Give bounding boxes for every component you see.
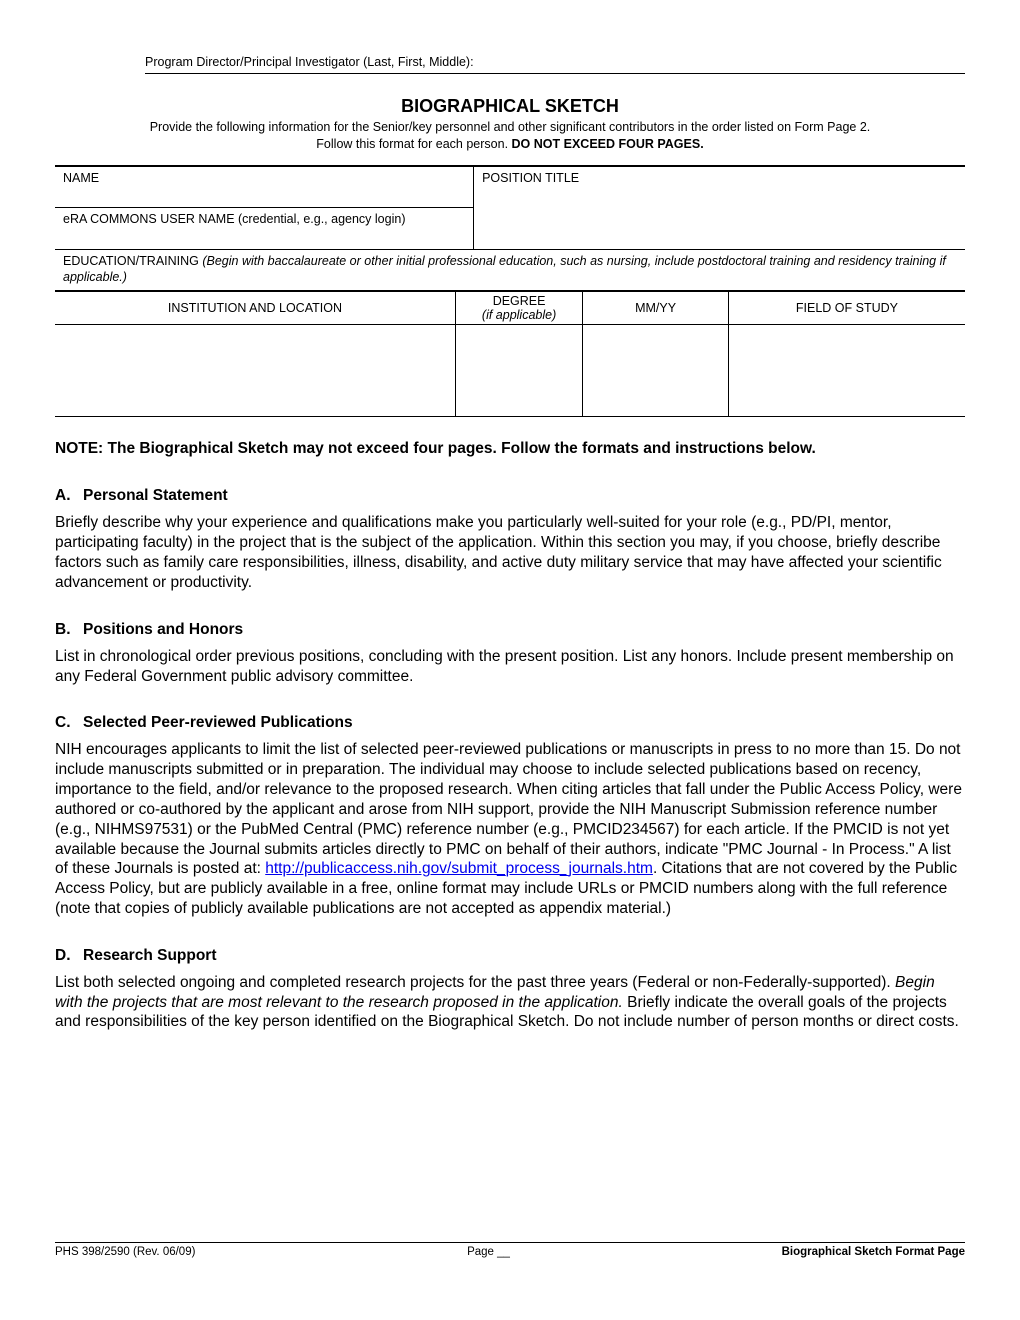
- note-text: NOTE: The Biographical Sketch may not ex…: [55, 439, 965, 459]
- section-d-heading: D.Research Support: [55, 947, 965, 965]
- edu-cell-degree[interactable]: [455, 325, 582, 417]
- section-d-body: List both selected ongoing and completed…: [55, 973, 965, 1032]
- subtitle-line1: Provide the following information for th…: [150, 120, 871, 134]
- form-header-table: NAME POSITION TITLE eRA COMMONS USER NAM…: [55, 165, 965, 291]
- header-pd-pi-label: Program Director/Principal Investigator …: [145, 55, 965, 74]
- edu-header-degree-a: DEGREE: [493, 294, 546, 308]
- name-cell[interactable]: NAME: [55, 166, 474, 208]
- section-b-letter: B.: [55, 621, 83, 639]
- section-c-heading: C.Selected Peer-reviewed Publications: [55, 714, 965, 732]
- edu-header-degree: DEGREE (if applicable): [455, 291, 582, 325]
- section-c-letter: C.: [55, 714, 83, 732]
- section-b-title: Positions and Honors: [83, 621, 243, 638]
- footer-center: Page __: [467, 1246, 510, 1258]
- edu-cell-institution[interactable]: [55, 325, 455, 417]
- education-training-label: EDUCATION/TRAINING (Begin with baccalaur…: [55, 250, 965, 290]
- edu-cell-field[interactable]: [728, 325, 965, 417]
- edu-header-field: FIELD OF STUDY: [728, 291, 965, 325]
- section-c-title: Selected Peer-reviewed Publications: [83, 714, 353, 731]
- edu-label-a: EDUCATION/TRAINING: [63, 254, 202, 268]
- section-b-body: List in chronological order previous pos…: [55, 647, 965, 687]
- era-commons-cell[interactable]: eRA COMMONS USER NAME (credential, e.g.,…: [55, 208, 474, 250]
- section-c-body-pre: NIH encourages applicants to limit the l…: [55, 741, 962, 877]
- position-title-cell[interactable]: POSITION TITLE: [474, 166, 965, 250]
- edu-header-mmyy: MM/YY: [583, 291, 729, 325]
- page-title: BIOGRAPHICAL SKETCH: [55, 96, 965, 117]
- education-table: INSTITUTION AND LOCATION DEGREE (if appl…: [55, 291, 965, 418]
- section-a-letter: A.: [55, 487, 83, 505]
- footer-left: PHS 398/2590 (Rev. 06/09): [55, 1246, 195, 1258]
- edu-header-degree-b: (if applicable): [482, 308, 556, 322]
- footer-right: Biographical Sketch Format Page: [782, 1246, 965, 1258]
- section-a-body: Briefly describe why your experience and…: [55, 513, 965, 592]
- subtitle-line2a: Follow this format for each person.: [316, 137, 511, 151]
- section-d-letter: D.: [55, 947, 83, 965]
- page-footer: PHS 398/2590 (Rev. 06/09) Page __ Biogra…: [55, 1242, 965, 1258]
- section-c-body: NIH encourages applicants to limit the l…: [55, 740, 965, 918]
- section-d-body-a: List both selected ongoing and completed…: [55, 974, 895, 991]
- subtitle: Provide the following information for th…: [55, 119, 965, 153]
- section-c-link[interactable]: http://publicaccess.nih.gov/submit_proce…: [265, 860, 653, 877]
- section-a-title: Personal Statement: [83, 487, 228, 504]
- section-d-title: Research Support: [83, 947, 217, 964]
- section-b-heading: B.Positions and Honors: [55, 621, 965, 639]
- edu-header-institution: INSTITUTION AND LOCATION: [55, 291, 455, 325]
- section-a-heading: A.Personal Statement: [55, 487, 965, 505]
- edu-cell-mmyy[interactable]: [583, 325, 729, 417]
- subtitle-line2b: DO NOT EXCEED FOUR PAGES.: [512, 137, 704, 151]
